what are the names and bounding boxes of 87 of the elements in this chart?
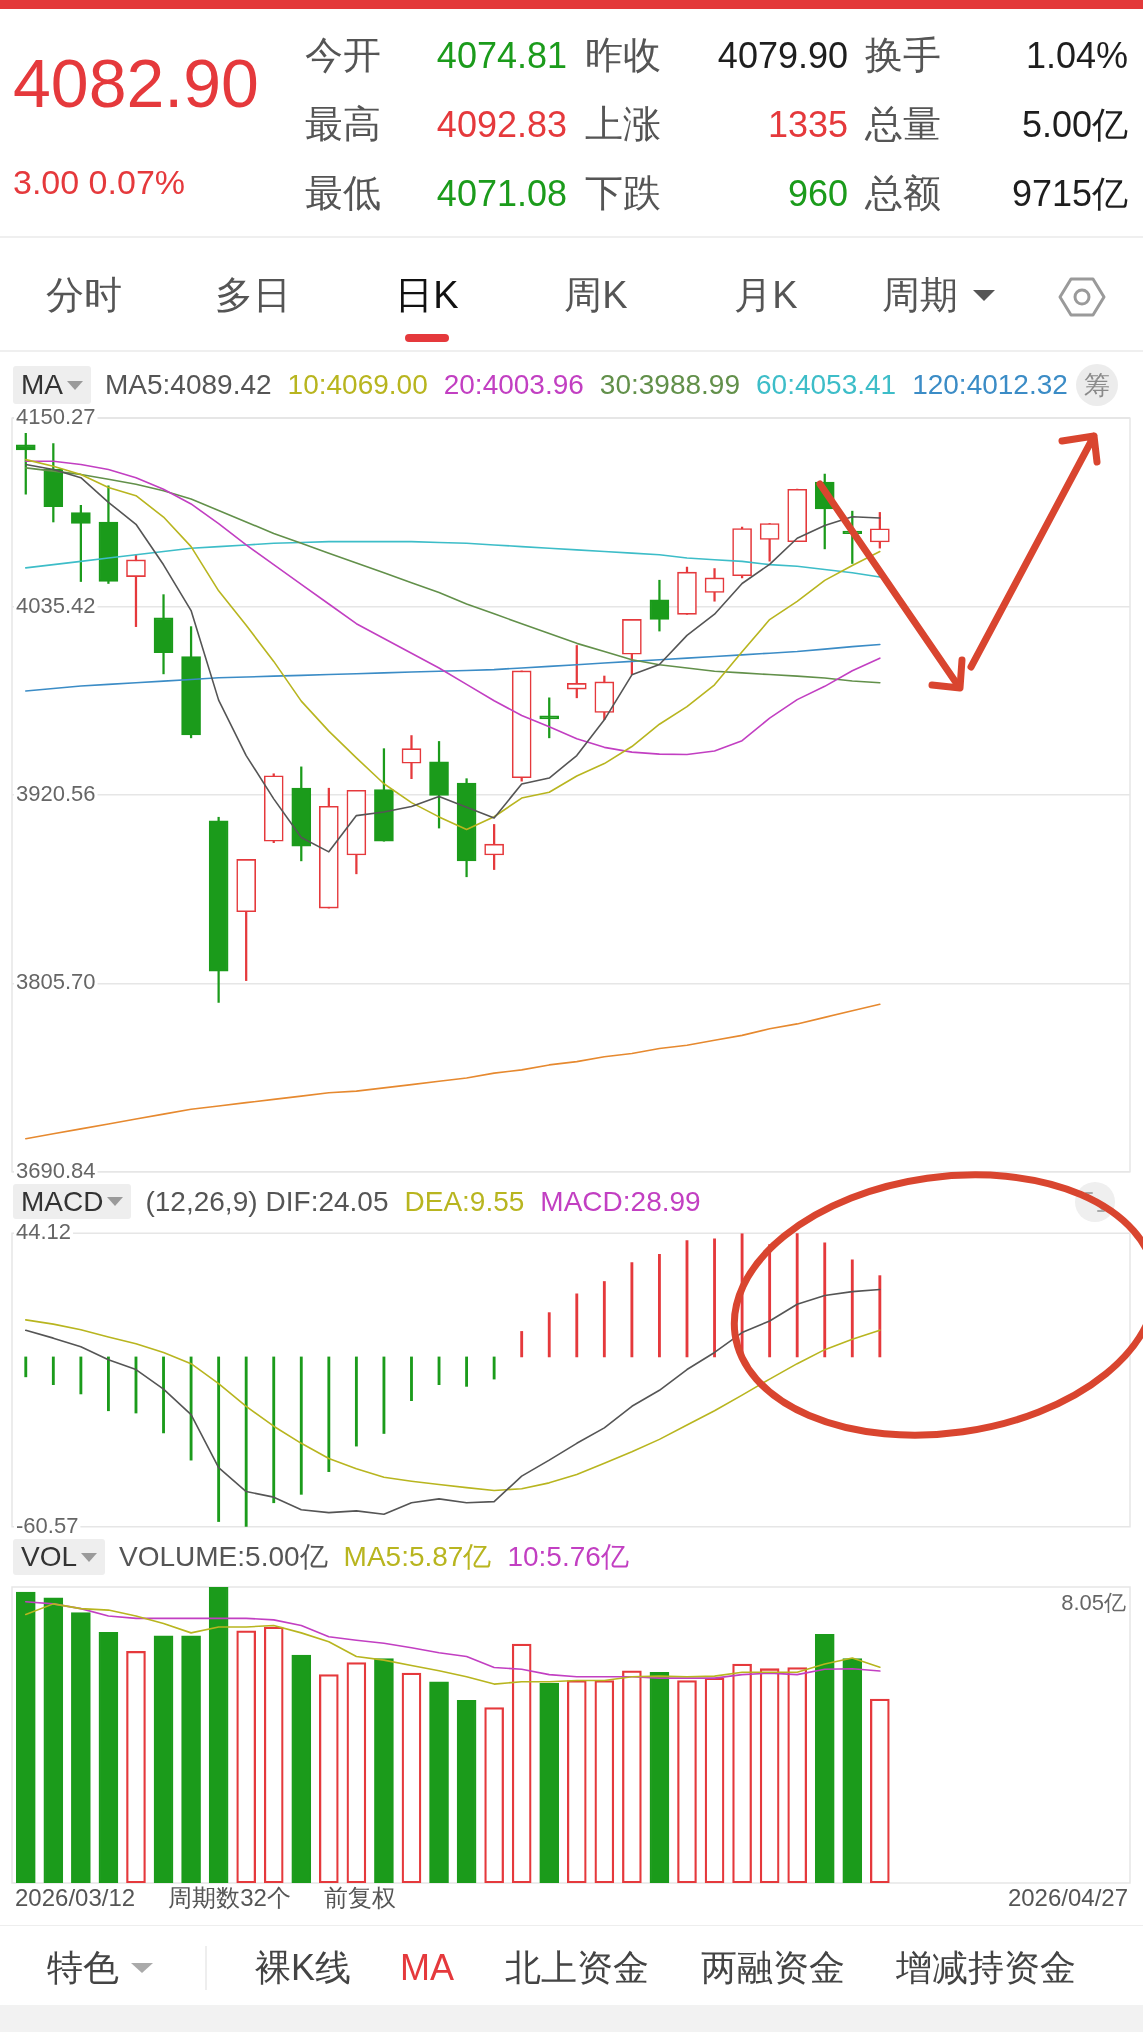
bar (520, 1331, 524, 1358)
y-tick-label: -60.57 (16, 1512, 79, 1538)
bar (410, 1356, 413, 1402)
text: 960 (787, 171, 848, 216)
text: 2026/04/27 (1007, 1884, 1128, 1912)
bar (24, 1356, 28, 1378)
bar (713, 1238, 716, 1358)
text: 最高 (305, 101, 381, 147)
bar (354, 1356, 358, 1447)
text: 4074.81 (436, 33, 567, 78)
chart-title: MACD (21, 1185, 104, 1218)
text: 60:4053.41 (756, 369, 897, 401)
text: 1.04% (1025, 33, 1128, 78)
text: 10:5.76亿 (507, 1540, 629, 1574)
text: 月K (734, 272, 798, 318)
bar (492, 1356, 496, 1380)
text: 分时 (46, 272, 122, 318)
bar (630, 1262, 634, 1358)
bar (658, 1253, 661, 1358)
legend-title: (12,26,9) (145, 1185, 258, 1218)
text: 总额 (865, 170, 941, 216)
y-tick-label: 3805.70 (16, 969, 96, 995)
text: 多日 (215, 272, 291, 318)
bar (162, 1356, 165, 1434)
text: 4082.90 (13, 44, 259, 123)
chart-title: MA (21, 369, 63, 401)
text: 昨收 (585, 32, 661, 78)
text: 10:4069.00 (287, 369, 428, 401)
text: 裸K线 (255, 1945, 352, 1990)
text: 周期 (882, 272, 958, 318)
text: 下跌 (585, 170, 661, 216)
bar (850, 1259, 854, 1358)
text: 1335 (767, 102, 848, 147)
text: 120:4012.32 (912, 369, 1068, 401)
text: 今开 (305, 32, 381, 78)
text: 上涨 (585, 101, 661, 147)
text: 换手 (865, 32, 941, 78)
bar (272, 1356, 276, 1504)
text: 两融资金 (701, 1945, 845, 1990)
text: 前复权 (323, 1883, 396, 1913)
text: 日K (395, 272, 459, 318)
text: 特色 (47, 1945, 119, 1990)
y-tick-label: 4150.27 (16, 404, 96, 430)
bar (327, 1356, 331, 1472)
text: 筹 (1084, 369, 1110, 402)
text: 3.00 0.07% (13, 162, 186, 203)
text: MA5:5.87亿 (343, 1540, 492, 1574)
text: DIF:24.05 (265, 1185, 389, 1218)
bar (51, 1356, 55, 1386)
text: 周K (564, 272, 628, 318)
text: MA (400, 1945, 454, 1990)
bar (878, 1275, 882, 1358)
bar (547, 1312, 551, 1358)
y-tick-label: 3920.56 (16, 781, 96, 807)
bar (465, 1356, 469, 1387)
bar (107, 1356, 110, 1412)
text: 9715亿 (1011, 171, 1128, 216)
series-label: VOLUME:5.00亿 (119, 1540, 328, 1574)
text: 最低 (305, 170, 381, 216)
text: 总量 (865, 101, 941, 147)
text: 周期数32个 (168, 1883, 291, 1913)
bar (217, 1356, 221, 1522)
bar (79, 1356, 83, 1395)
text: 4092.83 (436, 102, 567, 147)
y-tick-label: 44.12 (16, 1219, 72, 1245)
bar (823, 1242, 827, 1358)
text: 北上资金 (505, 1945, 649, 1990)
text: DEA:9.55 (404, 1185, 525, 1218)
bar (602, 1281, 606, 1358)
text: 30:3988.99 (599, 369, 740, 401)
y-tick-label: 3690.84 (16, 1157, 96, 1183)
bar (795, 1233, 799, 1358)
bar (244, 1356, 248, 1527)
series-label: MACD:28.99 (540, 1185, 701, 1218)
chart-title: VOL (21, 1541, 78, 1573)
bar (189, 1356, 193, 1461)
text: 8.05亿 (1061, 1588, 1126, 1617)
text: 5.00亿 (1021, 102, 1128, 147)
bar (575, 1293, 579, 1358)
text: 增减持资金 (896, 1945, 1076, 1990)
text: 20:4003.96 (443, 369, 584, 401)
text: 4071.08 (436, 171, 567, 216)
bar (299, 1356, 303, 1495)
text: MA5:4089.42 (105, 369, 272, 401)
text: 4079.90 (717, 33, 848, 78)
text: 2026/03/12 (15, 1884, 136, 1912)
y-tick-label: 4035.42 (16, 592, 96, 618)
